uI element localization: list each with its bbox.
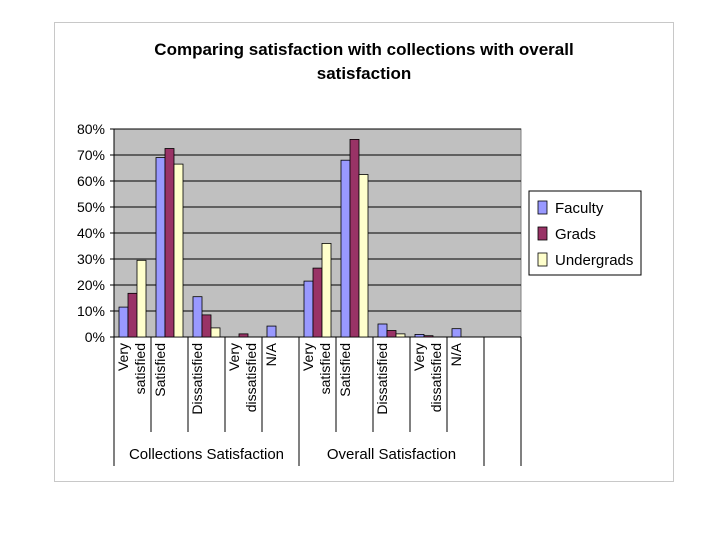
x-tick-label: Dissatisfied (374, 343, 390, 415)
y-tick-label: 80% (77, 121, 105, 137)
y-tick-label: 30% (77, 251, 105, 267)
legend-label: Faculty (555, 200, 604, 217)
chart-title-line-2: satisfaction (316, 64, 412, 83)
x-tick-label: Very (226, 343, 242, 371)
bar-undergrads (210, 327, 221, 338)
y-tick-label: 50% (77, 199, 105, 215)
legend-label: Grads (555, 226, 596, 243)
bar-grads (164, 148, 175, 338)
bar-undergrads (395, 333, 406, 338)
bar-undergrads (321, 242, 332, 338)
bar-grads (312, 267, 323, 338)
x-tick-label: satisfied (132, 343, 148, 394)
x-tick-label: dissatisfied (428, 343, 444, 412)
bar-undergrads (173, 163, 184, 338)
bar-undergrads (136, 259, 147, 338)
x-group-label: Collections Satisfaction (129, 446, 284, 463)
chart-title: Comparing satisfaction with collections … (54, 38, 674, 86)
x-tick-label: Very (411, 343, 427, 371)
y-tick-label: 70% (77, 147, 105, 163)
chart-title-line-1: Comparing satisfaction with collections … (154, 40, 574, 59)
y-tick-label: 20% (77, 277, 105, 293)
legend-swatch (537, 252, 548, 267)
bar-faculty (192, 296, 203, 338)
bar-grads (349, 138, 360, 338)
bar-faculty (451, 328, 462, 338)
legend-swatch (537, 200, 548, 215)
x-tick-label: Very (115, 343, 131, 371)
y-tick-label: 10% (77, 303, 105, 319)
x-tick-label: Satisfied (152, 343, 168, 397)
x-tick-label: satisfied (317, 343, 333, 394)
y-tick-label: 60% (77, 173, 105, 189)
bar-faculty (414, 333, 425, 338)
bar-grads (201, 314, 212, 338)
bar-grads (423, 335, 434, 338)
x-tick-label: dissatisfied (243, 343, 259, 412)
bar-faculty (155, 157, 166, 338)
bar-faculty (340, 159, 351, 338)
bar-faculty (377, 323, 388, 338)
legend-label: Undergrads (555, 252, 633, 269)
bar-faculty (303, 280, 314, 338)
legend-swatch (537, 226, 548, 241)
bar-grads (386, 330, 397, 338)
y-tick-label: 0% (85, 329, 105, 345)
bar-grads (238, 333, 249, 338)
bar-grads (127, 292, 138, 338)
legend-box (528, 190, 642, 276)
bar-faculty (266, 325, 277, 338)
x-tick-label: Very (300, 343, 316, 371)
bar-undergrads (358, 174, 369, 338)
x-tick-label: N/A (448, 342, 464, 366)
y-tick-label: 40% (77, 225, 105, 241)
bar-faculty (118, 306, 129, 338)
x-tick-label: Dissatisfied (189, 343, 205, 415)
x-group-label: Overall Satisfaction (327, 446, 456, 463)
x-tick-label: N/A (263, 342, 279, 366)
x-tick-label: Satisfied (337, 343, 353, 397)
